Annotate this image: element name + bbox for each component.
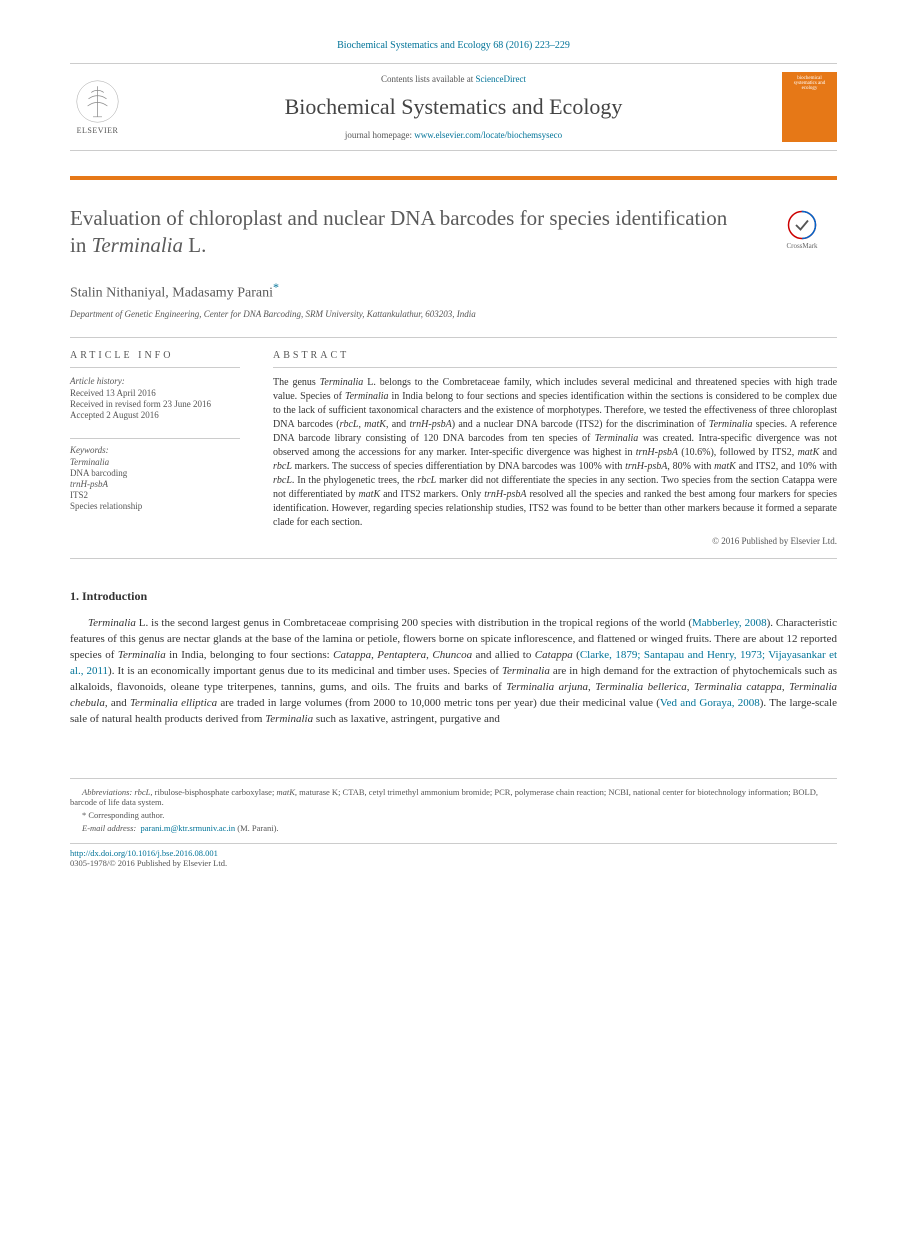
cover-thumb-text: biochemical systematics and ecology [786,76,833,91]
abbreviations-line: Abbreviations: rbcL, ribulose-bisphospha… [70,787,837,807]
crossmark-icon [787,210,817,240]
contents-prefix: Contents lists available at [381,74,475,84]
info-abstract-row: ARTICLE INFO Article history: Received 1… [70,337,837,559]
keyword-item: Species relationship [70,501,240,511]
homepage-line: journal homepage: www.elsevier.com/locat… [135,130,772,140]
abstract-column: ABSTRACT The genus Terminalia L. belongs… [255,338,837,558]
elsevier-text: ELSEVIER [77,126,119,135]
article-info-heading: ARTICLE INFO [70,350,240,368]
contents-available-line: Contents lists available at ScienceDirec… [135,74,772,84]
abstract-copyright: © 2016 Published by Elsevier Ltd. [273,536,837,546]
email-label: E-mail address: [82,823,136,833]
abstract-text: The genus Terminalia L. belongs to the C… [273,376,837,530]
elsevier-logo: ELSEVIER [70,77,125,137]
history-revised: Received in revised form 23 June 2016 [70,399,240,409]
abbreviations-text: rbcL, ribulose-bisphosphate carboxylase;… [70,787,818,807]
homepage-prefix: journal homepage: [345,130,414,140]
authors-line: Stalin Nithaniyal, Madasamy Parani* [70,280,837,302]
history-label: Article history: [70,376,240,386]
keywords-label: Keywords: [70,445,240,455]
journal-title: Biochemical Systematics and Ecology [135,94,772,120]
journal-masthead: ELSEVIER Contents lists available at Sci… [70,63,837,151]
email-line: E-mail address: parani.m@ktr.srmuniv.ac.… [70,823,837,833]
corresponding-author-note: * Corresponding author. [70,810,837,820]
keywords-block: Keywords: Terminalia DNA barcoding trnH-… [70,438,240,511]
keyword-item: trnH-psbA [70,479,240,489]
history-accepted: Accepted 2 August 2016 [70,410,240,420]
authors-names: Stalin Nithaniyal, Madasamy Parani [70,285,273,300]
page-footer: Abbreviations: rbcL, ribulose-bisphospha… [70,778,837,868]
article-header: Evaluation of chloroplast and nuclear DN… [70,205,837,260]
article-title: Evaluation of chloroplast and nuclear DN… [70,205,837,260]
affiliation: Department of Genetic Engineering, Cente… [70,309,837,319]
history-received: Received 13 April 2016 [70,388,240,398]
introduction-paragraph: Terminalia L. is the second largest genu… [70,616,837,728]
abbreviations-label: Abbreviations: [82,787,132,797]
crossmark-label: CrossMark [767,242,837,250]
article-info-column: ARTICLE INFO Article history: Received 1… [70,338,255,558]
homepage-link[interactable]: www.elsevier.com/locate/biochemsyseco [414,130,562,140]
corresponding-star: * [273,280,279,294]
issn-copyright: 0305-1978/© 2016 Published by Elsevier L… [70,858,227,868]
masthead-center: Contents lists available at ScienceDirec… [125,74,782,140]
abstract-heading: ABSTRACT [273,350,837,368]
accent-divider [70,176,837,180]
keyword-item: Terminalia [70,457,240,467]
doi-block: http://dx.doi.org/10.1016/j.bse.2016.08.… [70,843,837,868]
doi-link[interactable]: http://dx.doi.org/10.1016/j.bse.2016.08.… [70,848,218,858]
journal-cover-thumbnail: biochemical systematics and ecology [782,72,837,142]
email-suffix: (M. Parani). [235,823,278,833]
crossmark-badge[interactable]: CrossMark [767,210,837,250]
elsevier-tree-icon [75,79,120,124]
keyword-item: DNA barcoding [70,468,240,478]
introduction-heading: 1. Introduction [70,589,837,604]
email-link[interactable]: parani.m@ktr.srmuniv.ac.in [140,823,235,833]
journal-reference: Biochemical Systematics and Ecology 68 (… [70,40,837,51]
keyword-item: ITS2 [70,490,240,500]
sciencedirect-link[interactable]: ScienceDirect [476,74,526,84]
